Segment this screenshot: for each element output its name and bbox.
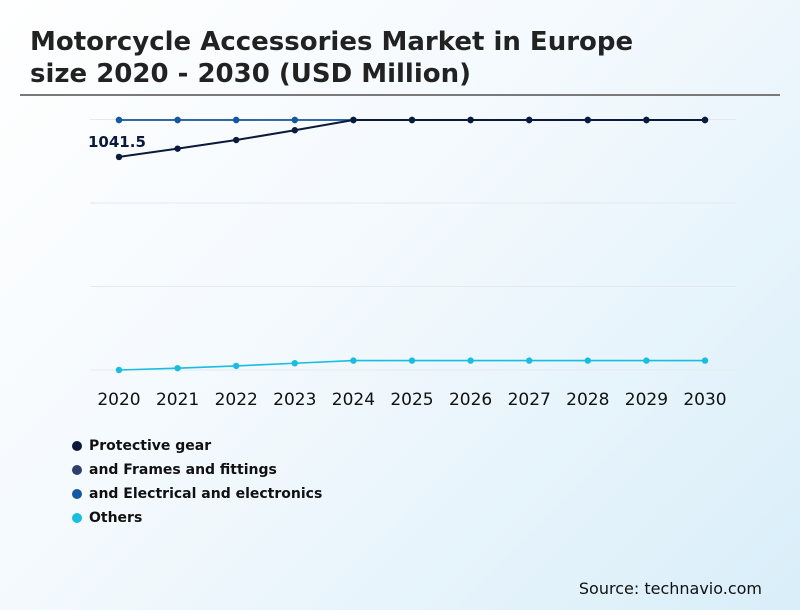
data-point — [174, 116, 181, 124]
data-point — [174, 145, 181, 152]
data-point — [233, 136, 240, 144]
legend-item: and Electrical and electronics — [72, 482, 322, 506]
legend-marker — [72, 489, 82, 499]
data-point — [291, 127, 298, 134]
series-line — [118, 119, 705, 158]
source-credit: Source: technavio.com — [578, 579, 762, 598]
legend-item: and Frames and fittings — [72, 458, 322, 482]
data-point — [291, 116, 298, 124]
legend-marker — [72, 441, 82, 451]
chart-legend: Protective gear and Frames and fittings an… — [72, 434, 322, 530]
x-tick-label: 2021 — [156, 390, 199, 410]
data-point — [584, 116, 591, 124]
x-tick-label: 2024 — [332, 390, 375, 410]
legend-label: and Frames and fittings — [89, 462, 277, 478]
data-point — [115, 366, 123, 374]
data-point — [115, 116, 123, 124]
data-point — [526, 116, 533, 124]
x-tick-label: 2022 — [215, 390, 258, 410]
title-line-1: Motorcycle Accessories Market in Europe — [30, 27, 634, 57]
data-point — [701, 357, 709, 364]
data-point — [701, 116, 709, 124]
data-point — [467, 116, 474, 124]
legend-item: Others — [72, 506, 322, 530]
data-point — [408, 357, 416, 364]
x-tick-label: 2029 — [625, 390, 668, 410]
data-point — [350, 116, 357, 124]
legend-marker — [72, 465, 82, 475]
x-tick-label: 2030 — [683, 390, 726, 410]
data-point — [233, 116, 240, 124]
data-point — [643, 357, 650, 364]
x-tick-label: 2020 — [97, 390, 140, 410]
line-chart: 2020 2021 2022 2023 2024 2025 2026 2027 2028 2029… — [88, 116, 736, 410]
data-point — [350, 357, 357, 364]
title-divider — [20, 94, 780, 96]
legend-item: Protective gear — [72, 434, 322, 458]
x-tick-label: 2023 — [273, 390, 316, 410]
data-point — [408, 116, 416, 124]
x-tick-label: 2028 — [566, 390, 609, 410]
data-point — [115, 153, 123, 161]
legend-label: Others — [89, 510, 143, 526]
data-point — [584, 357, 591, 364]
x-tick-label: 2025 — [390, 390, 433, 410]
data-label: 1041.5 — [88, 133, 146, 151]
data-point — [233, 362, 240, 370]
x-tick-label: 2026 — [449, 390, 492, 410]
data-point — [174, 364, 181, 372]
title-line-2: size 2020 - 2030 (USD Million) — [30, 59, 472, 89]
data-point — [291, 360, 298, 367]
legend-label: and Electrical and electronics — [89, 486, 323, 502]
chart-title: Motorcycle Accessories Market in Europe … — [30, 26, 750, 90]
legend-marker — [72, 513, 82, 523]
data-point — [467, 357, 474, 364]
x-tick-label: 2027 — [508, 390, 551, 410]
data-point — [643, 116, 650, 124]
data-point — [526, 357, 533, 364]
legend-label: Protective gear — [89, 438, 212, 454]
